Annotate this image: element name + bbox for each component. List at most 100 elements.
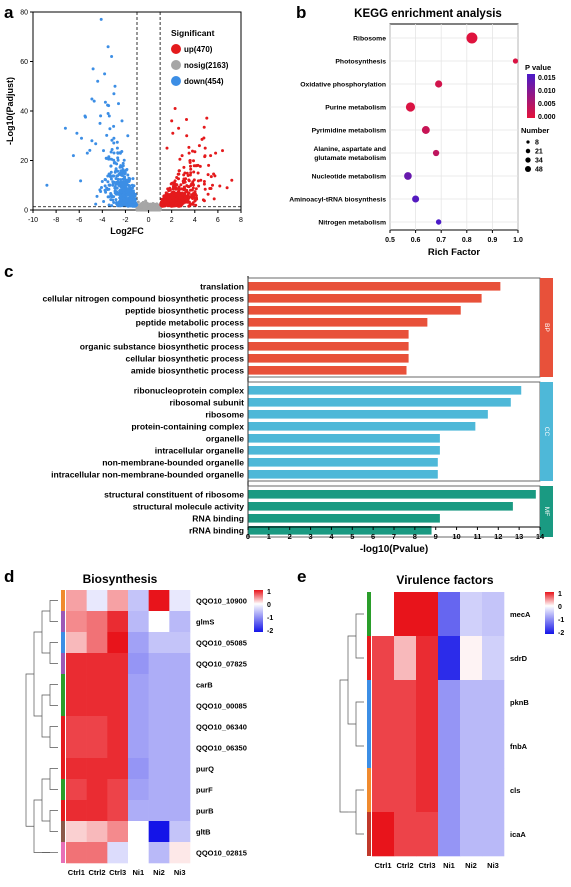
x-tick-label: 1.0 xyxy=(513,237,523,244)
x-tick-label: 4 xyxy=(329,532,334,541)
heat-cell xyxy=(86,779,108,801)
heat-cell xyxy=(107,779,129,801)
volcano-point-down xyxy=(115,174,119,178)
volcano-point-up xyxy=(185,171,189,175)
x-tick-label: 4 xyxy=(193,217,197,224)
volcano-point-up xyxy=(192,178,196,182)
legend-title: Significant xyxy=(171,28,215,38)
bubble-0 xyxy=(466,32,478,44)
volcano-point-down xyxy=(91,67,95,71)
volcano-point-up xyxy=(188,159,192,162)
heat-cell xyxy=(86,737,108,759)
volcano-point-down xyxy=(132,198,136,201)
volcano-point-up xyxy=(203,146,207,150)
volcano-point-up xyxy=(189,171,193,175)
volcano-point-down xyxy=(113,191,117,195)
volcano-point-up xyxy=(172,181,176,185)
volcano-point-up xyxy=(160,197,164,201)
heat-cell xyxy=(372,680,395,725)
y-tick-label: 60 xyxy=(20,59,28,66)
bar-label: structural constituent of ribosome xyxy=(104,490,244,500)
volcano-point-down xyxy=(119,194,122,198)
row-label: purQ xyxy=(196,765,214,774)
volcano-point-down xyxy=(116,156,120,160)
volcano-point-up xyxy=(189,164,192,168)
heat-cell xyxy=(148,779,170,801)
volcano-point-down xyxy=(125,178,129,182)
volcano-point-up xyxy=(171,193,175,197)
volcano-point-up xyxy=(179,183,183,187)
column-label: Ctrl2 xyxy=(88,868,105,877)
heat-cell xyxy=(416,592,439,637)
heat-cell xyxy=(482,680,505,725)
category-label: Purine metabolism xyxy=(325,105,386,112)
volcano-point-up xyxy=(174,192,178,196)
volcano-point-up xyxy=(186,174,190,177)
x-tick-label: 12 xyxy=(494,532,502,541)
row-annotation xyxy=(61,590,65,611)
volcano-point-up xyxy=(186,198,190,202)
heat-cell xyxy=(66,653,87,675)
x-tick-label: 1 xyxy=(267,532,271,541)
heat-cell xyxy=(128,653,149,675)
volcano-point-down xyxy=(114,169,118,173)
volcano-point-down xyxy=(90,97,94,101)
heat-cell xyxy=(66,611,87,633)
category-label: Photosynthesis xyxy=(335,59,386,66)
row-annotation xyxy=(61,821,65,842)
volcano-point-nosig xyxy=(155,202,159,206)
heat-cell xyxy=(86,842,108,864)
x-tick-label: 0 xyxy=(147,217,151,224)
heat-cell xyxy=(169,821,191,843)
volcano-point-down xyxy=(115,162,119,166)
volcano-point-up xyxy=(193,190,197,194)
heat-cell xyxy=(107,800,129,822)
volcano-point-up xyxy=(208,187,212,190)
volcano-point-down xyxy=(127,179,131,182)
volcano-point-down xyxy=(126,189,130,193)
category-label: Oxidative phosphorylation xyxy=(300,82,386,89)
x-tick-label: 13 xyxy=(515,532,523,541)
heat-cell xyxy=(372,812,395,857)
volcano-point-down xyxy=(110,55,114,58)
heat-cell xyxy=(148,800,170,822)
volcano-point-down xyxy=(114,198,118,202)
volcano-point-down xyxy=(120,172,124,176)
volcano-point-nosig xyxy=(155,207,158,211)
volcano-point-down xyxy=(116,158,120,162)
volcano-point-down xyxy=(119,178,123,182)
volcano-point-nosig xyxy=(136,200,140,204)
heat-cell xyxy=(482,812,505,857)
heat-cell xyxy=(169,590,191,612)
category-label: Ribosome xyxy=(353,36,386,43)
heat-cell xyxy=(394,768,417,813)
volcano-point-nosig xyxy=(139,205,143,209)
bubble-5 xyxy=(432,149,440,157)
bar-cc xyxy=(248,398,511,407)
row-label: QQO10_07825 xyxy=(196,660,247,669)
volcano-point-up xyxy=(180,154,184,158)
legend-label-down: down(454) xyxy=(184,77,224,86)
row-annotation xyxy=(61,758,65,779)
heat-cell xyxy=(107,632,129,654)
heat-cell xyxy=(128,695,149,717)
heat-cell xyxy=(107,716,129,738)
colorbar-tick: -1 xyxy=(267,615,273,622)
size-legend-label: 34 xyxy=(535,158,543,165)
volcano-point-down xyxy=(99,17,103,21)
volcano-point-up xyxy=(202,180,206,183)
heat-cell xyxy=(107,842,129,864)
heat-cell xyxy=(107,674,129,696)
volcano-point-up xyxy=(177,204,181,208)
bubble-1 xyxy=(512,58,519,64)
bar-bp xyxy=(248,294,482,303)
volcano-point-up xyxy=(193,150,197,154)
bar-bp xyxy=(248,306,461,315)
volcano-point-down xyxy=(122,191,126,195)
heat-cell xyxy=(66,695,87,717)
volcano-point-down xyxy=(104,156,108,160)
column-label: Ni1 xyxy=(132,868,144,877)
x-tick-label: 8 xyxy=(413,532,417,541)
heat-cell xyxy=(148,716,170,738)
x-tick-label: -4 xyxy=(99,217,105,224)
